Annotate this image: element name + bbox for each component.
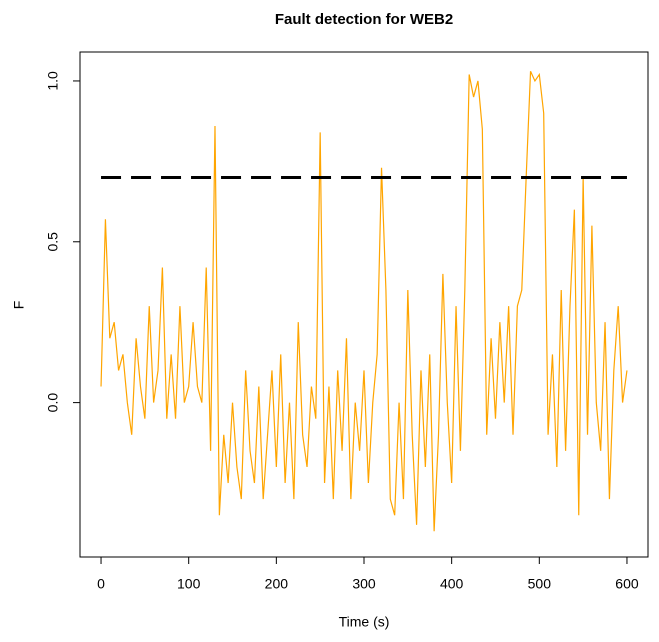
y-axis-label: F <box>11 301 27 310</box>
y-tick-label: 1.0 <box>45 71 61 91</box>
chart-title: Fault detection for WEB2 <box>275 11 453 28</box>
x-tick-label: 200 <box>265 576 289 592</box>
plot-box <box>79 51 649 558</box>
y-tick-label: 0.5 <box>45 232 61 252</box>
x-tick-label: 0 <box>97 576 105 592</box>
x-tick-label: 500 <box>528 576 552 592</box>
x-tick-label: 300 <box>352 576 376 592</box>
x-tick-label: 600 <box>615 576 639 592</box>
x-tick-label: 100 <box>177 576 201 592</box>
series-line <box>100 71 628 532</box>
x-tick-label: 400 <box>440 576 464 592</box>
x-axis-label: Time (s) <box>339 614 390 630</box>
y-tick-label: 0.0 <box>45 393 61 413</box>
